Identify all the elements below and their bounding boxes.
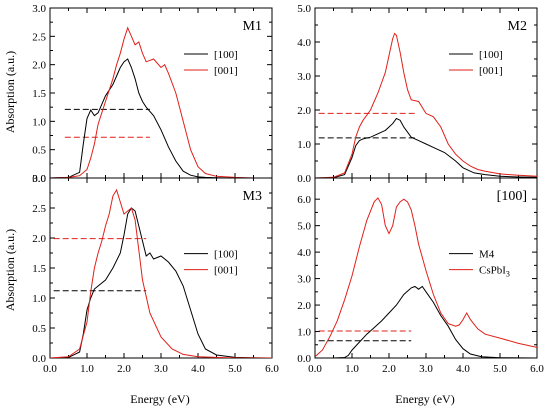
y-tick-label: 0.0 xyxy=(32,353,46,365)
x-tick-label: 6.0 xyxy=(265,363,279,375)
x-tick-label: 1.0 xyxy=(80,363,94,375)
y-tick-label: 2.0 xyxy=(32,233,46,245)
x-tick-label: 1.0 xyxy=(345,363,359,375)
legend-label: [100] xyxy=(214,249,238,261)
x-tick-label: 4.0 xyxy=(191,363,205,375)
x-tick-label: 6.0 xyxy=(530,363,544,375)
series-line-2 xyxy=(50,188,272,358)
y-tick-label: 1.0 xyxy=(297,327,311,339)
legend-label: [100] xyxy=(479,49,503,61)
series-line-2 xyxy=(315,197,537,358)
x-tick-label: 0.0 xyxy=(308,363,322,375)
panel-2: 0.0 1.0 2.0 3.0 4.0 5.0 M2 [100] [001] xyxy=(297,3,538,185)
y-tick-label: 2.5 xyxy=(32,203,46,215)
x-tick-label: 5.0 xyxy=(493,363,507,375)
y-tick-label: 1.0 xyxy=(32,293,46,305)
legend-label-subscript: 3 xyxy=(506,270,510,279)
panel-3: 0.00.51.01.52.02.53.00.0 1.0 2.0 3.0 4.0 5.0 6… xyxy=(32,173,279,375)
panel-title: [100] xyxy=(497,189,527,204)
y-tick-label: 0.5 xyxy=(32,145,46,157)
y-tick-label: 0.0 xyxy=(297,353,311,365)
y-tick-label: 2.5 xyxy=(32,31,46,43)
panels: 0.0 0.5 1.0 1.5 2.0 2.5 3.0 M1 [100] [001] 0.0 1.0 2… xyxy=(32,3,544,375)
panel-1: 0.0 0.5 1.0 1.5 2.0 2.5 3.0 M1 [100] [001] xyxy=(32,3,273,185)
x-tick-label: 0.0 xyxy=(43,363,57,375)
y-tick-label: 2.0 xyxy=(297,105,311,117)
legend-label: M4 xyxy=(479,249,495,261)
y-tick-label: 1.0 xyxy=(32,116,46,128)
legend-label: CsPbI3 xyxy=(479,265,510,279)
y-tick-label: 1.5 xyxy=(32,263,46,275)
series-line-1 xyxy=(50,58,272,178)
y-tick-label: 3.0 xyxy=(32,173,46,185)
plot-frame xyxy=(49,7,273,179)
legend-label: [001] xyxy=(214,65,238,77)
y-axis-label-bottom: Absorption (a.u.) xyxy=(3,229,17,311)
plot-frame xyxy=(314,7,538,179)
y-tick-label: 0.0 xyxy=(32,173,46,185)
y-tick-label: 2.0 xyxy=(297,300,311,312)
y-tick-label: 2.0 xyxy=(32,60,46,72)
y-tick-label: 0.5 xyxy=(32,323,46,335)
y-tick-label: 3.0 xyxy=(32,3,46,15)
series-line-2 xyxy=(50,26,272,178)
y-tick-label: 4.0 xyxy=(297,37,311,49)
x-tick-label: 2.0 xyxy=(117,363,131,375)
legend-label: [001] xyxy=(214,265,238,277)
x-axis-label-left: Energy (eV) xyxy=(130,392,189,406)
y-tick-label: 5.0 xyxy=(297,3,311,15)
x-tick-label: 4.0 xyxy=(456,363,470,375)
series-line-2 xyxy=(315,32,537,178)
y-tick-label: 4.0 xyxy=(297,247,311,259)
panel-title: M2 xyxy=(508,19,527,34)
panel-4: 0.0 1.0 2.0 3.0 4.0 5.0 6.0 0.0 1.0 2.0 3.0 4.0 5.0 6… xyxy=(297,177,544,375)
x-axis-label-right: Energy (eV) xyxy=(395,392,454,406)
legend-label: [100] xyxy=(214,49,238,61)
y-axis-label-top: Absorption (a.u.) xyxy=(3,51,17,133)
panel-title: M1 xyxy=(243,19,262,34)
legend-label-main: CsPbI xyxy=(479,265,506,277)
y-tick-label: 1.0 xyxy=(297,139,311,151)
y-tick-label: 0.0 xyxy=(297,173,311,185)
y-tick-label: 6.0 xyxy=(297,194,311,206)
x-tick-label: 5.0 xyxy=(228,363,242,375)
y-tick-label: 3.0 xyxy=(297,71,311,83)
x-tick-label: 2.0 xyxy=(382,363,396,375)
y-tick-label: 3.0 xyxy=(297,274,311,286)
panel-title: M3 xyxy=(243,189,262,204)
x-tick-label: 3.0 xyxy=(154,363,168,375)
series-line-1 xyxy=(315,285,537,358)
y-tick-label: 1.5 xyxy=(32,88,46,100)
legend-label: [001] xyxy=(479,65,503,77)
x-tick-label: 3.0 xyxy=(419,363,433,375)
series-line-1 xyxy=(315,117,537,178)
y-tick-label: 5.0 xyxy=(297,221,311,233)
